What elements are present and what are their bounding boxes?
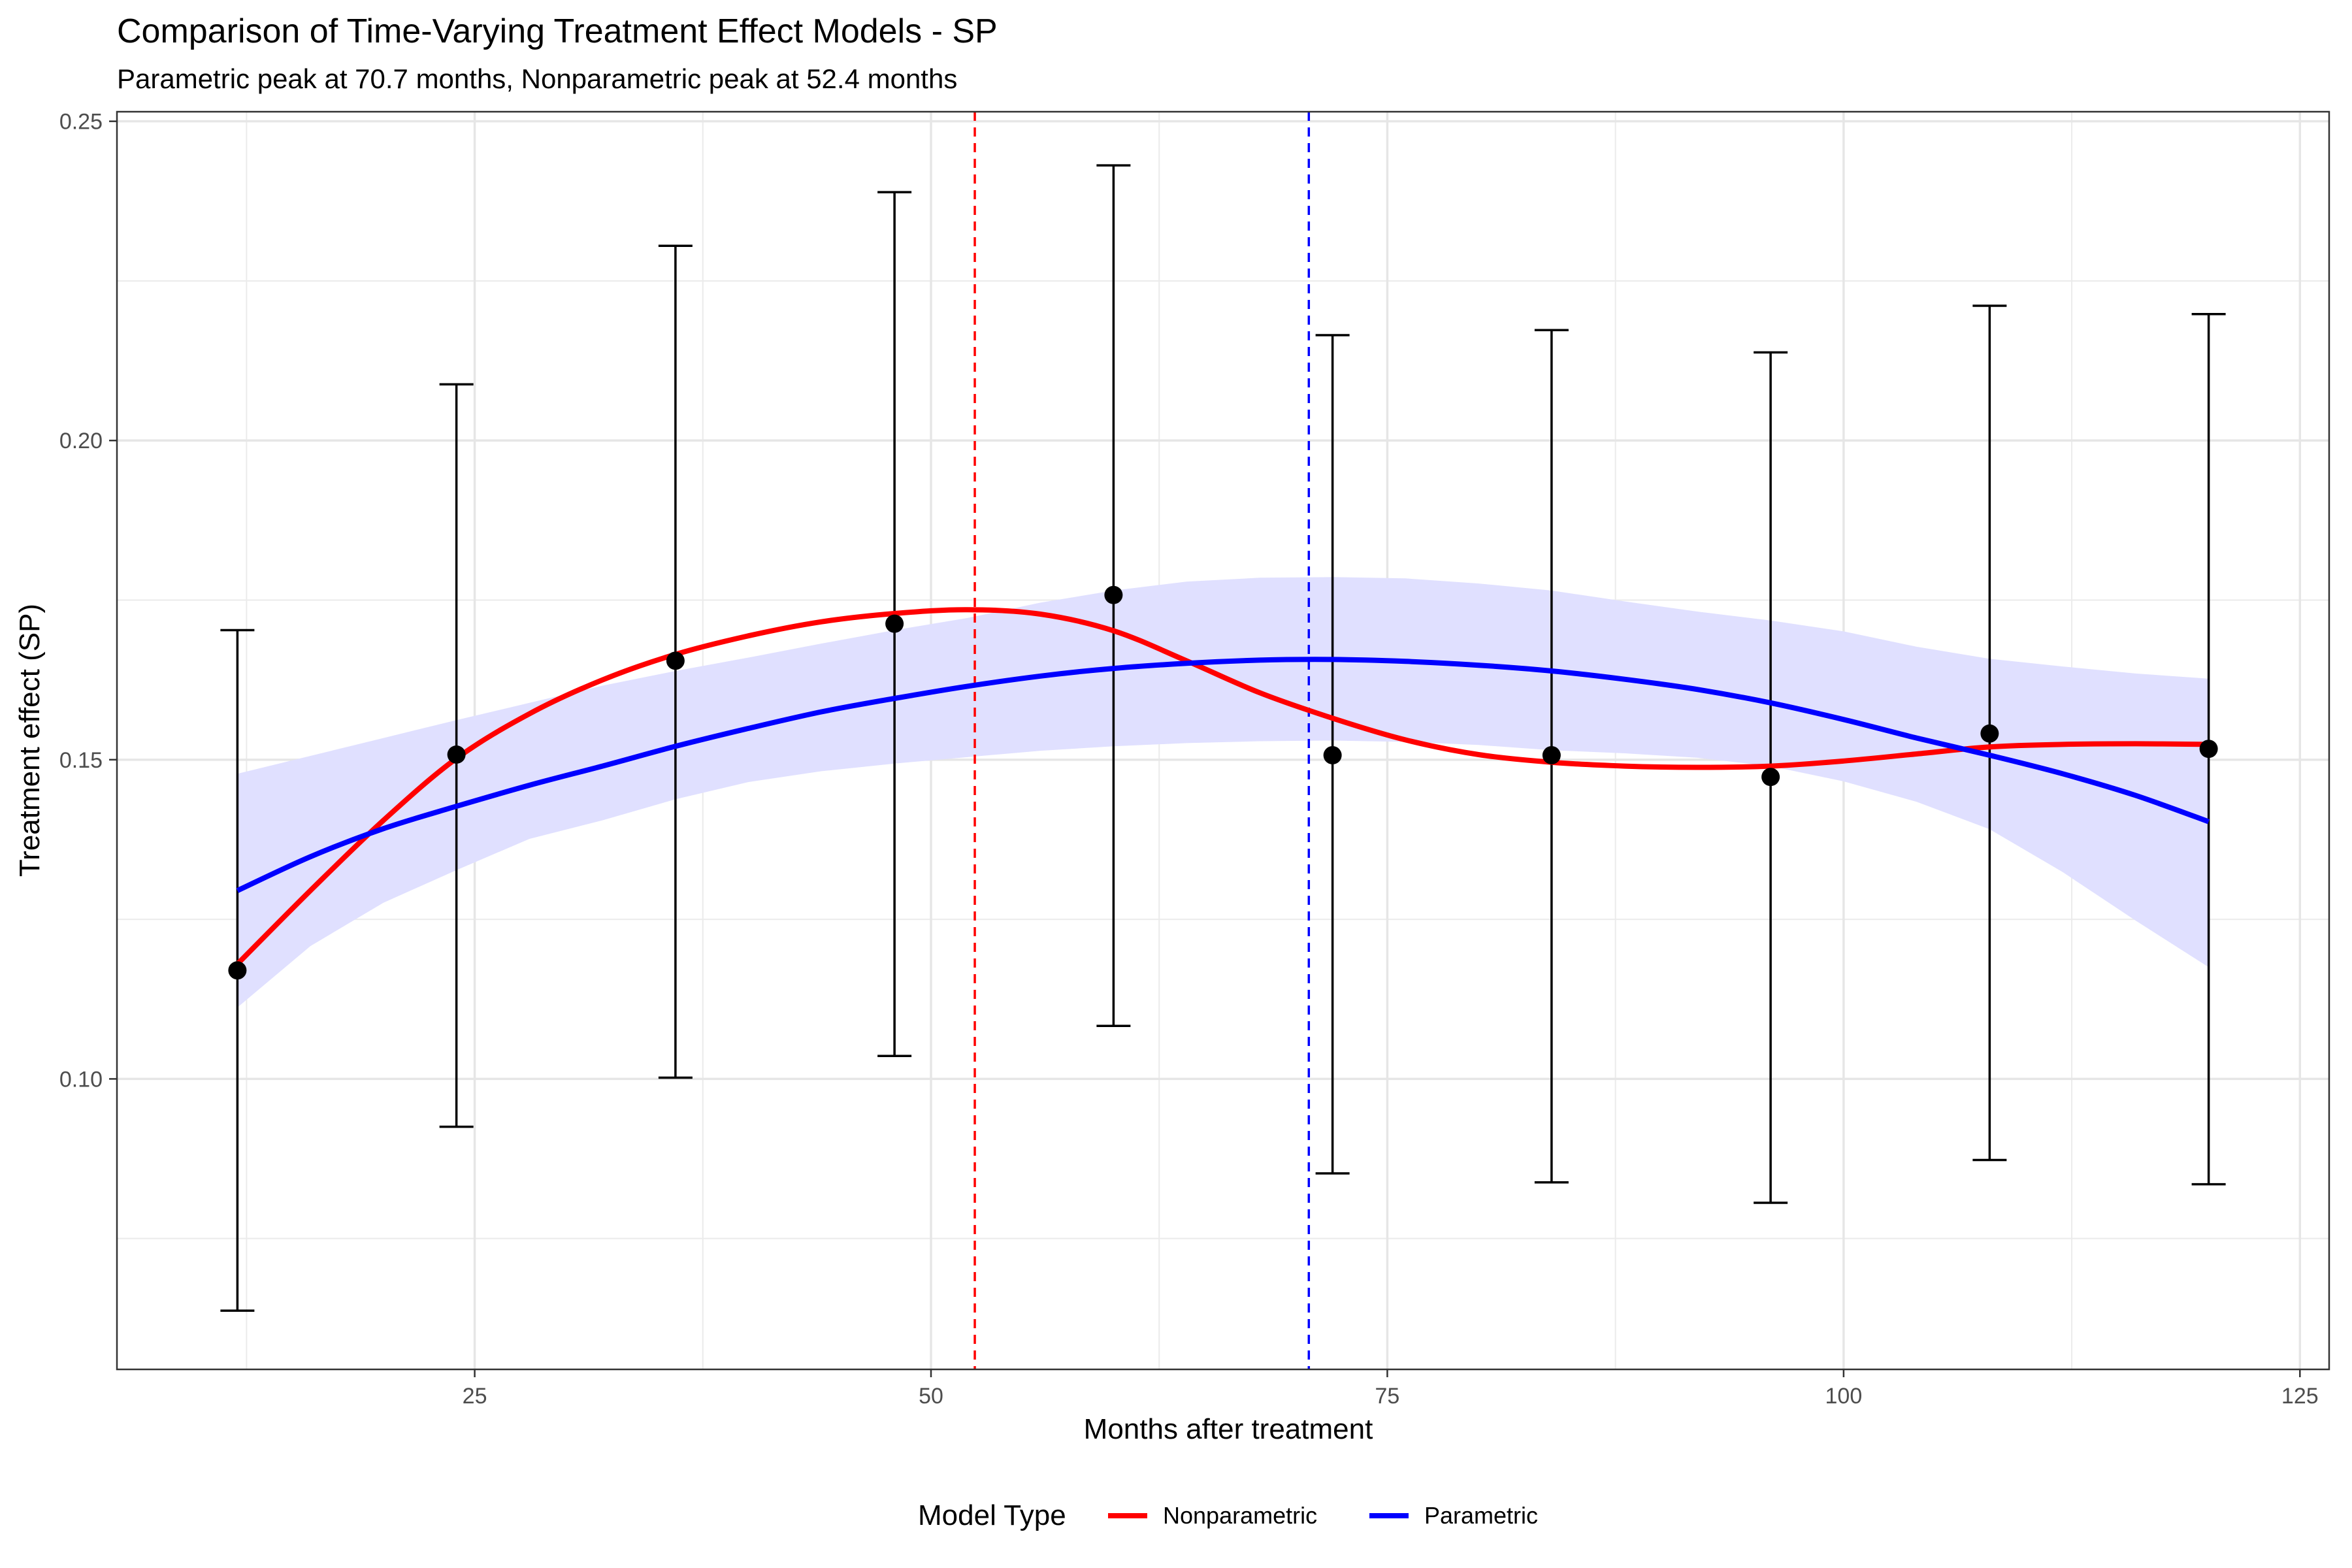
point-estimate	[885, 614, 904, 633]
legend-label-parametric: Parametric	[1424, 1502, 1538, 1529]
legend: Model Type Nonparametric Parametric	[918, 1499, 1538, 1531]
legend-label-nonparametric: Nonparametric	[1163, 1502, 1317, 1529]
y-tick-label: 0.20	[59, 429, 103, 453]
point-estimate	[2199, 740, 2218, 759]
x-tick-label: 50	[919, 1384, 943, 1409]
point-estimate	[666, 651, 685, 670]
x-tick-label: 125	[2281, 1384, 2319, 1409]
point-estimate	[228, 961, 247, 980]
chart-title: Comparison of Time-Varying Treatment Eff…	[117, 12, 998, 50]
point-estimate	[1761, 768, 1780, 787]
model-lines	[235, 607, 2210, 966]
chart-subtitle: Parametric peak at 70.7 months, Nonparam…	[117, 63, 958, 94]
confidence-band-layer	[237, 577, 2209, 1007]
series-line-parametric	[236, 657, 2210, 893]
x-axis-title: Months after treatment	[1084, 1413, 1373, 1445]
x-tick-label: 100	[1825, 1384, 1863, 1409]
peak-reference-lines	[973, 112, 1311, 1369]
legend-title: Model Type	[918, 1499, 1066, 1531]
y-tick-label: 0.15	[59, 748, 103, 773]
y-tick-label: 0.10	[59, 1067, 103, 1092]
point-estimate	[447, 745, 466, 764]
x-tick-label: 75	[1375, 1384, 1400, 1409]
point-estimate	[1104, 585, 1123, 604]
confidence-band-parametric	[237, 577, 2209, 1007]
point-estimates	[228, 585, 2218, 980]
point-estimate	[1980, 724, 1999, 743]
panel-border	[116, 110, 2330, 1371]
y-tick-label: 0.25	[59, 110, 103, 135]
point-estimate	[1542, 745, 1561, 764]
axes: 25 50 75 100 125 0.10 0.15 0.20 0.25	[59, 110, 2319, 1409]
y-axis-title: Treatment effect (SP)	[14, 604, 46, 877]
point-estimate	[1323, 745, 1342, 764]
x-tick-label: 25	[463, 1384, 487, 1409]
